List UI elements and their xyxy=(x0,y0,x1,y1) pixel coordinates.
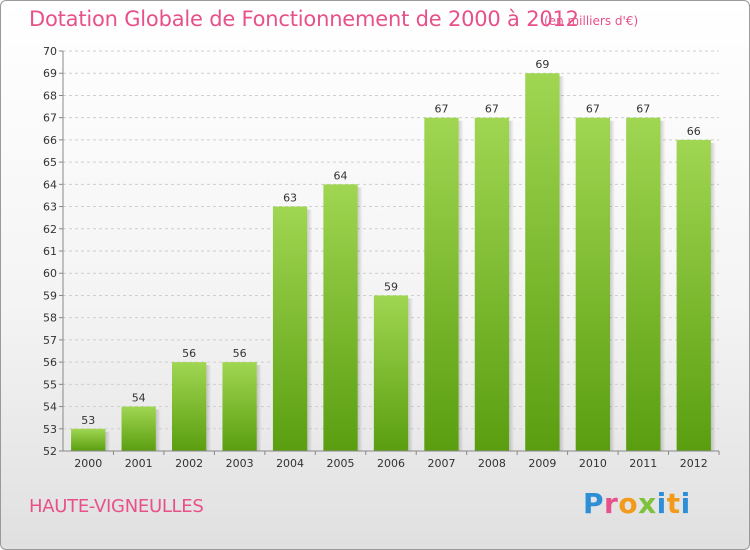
bar-2006[interactable] xyxy=(373,295,409,451)
x-tick-label: 2008 xyxy=(478,457,506,470)
bar-2009[interactable] xyxy=(525,73,560,451)
data-label: 66 xyxy=(687,125,701,138)
y-tick-label: 69 xyxy=(43,67,57,80)
bar-shadow xyxy=(509,120,515,452)
x-tick-label: 2004 xyxy=(276,457,304,470)
bar-2012[interactable] xyxy=(676,139,711,451)
bar-shadow xyxy=(559,76,565,451)
data-label: 67 xyxy=(485,103,499,116)
x-tick-label: 2002 xyxy=(175,457,203,470)
bar-2004[interactable] xyxy=(272,206,308,451)
x-tick-label: 2003 xyxy=(226,457,254,470)
bar-shadow xyxy=(610,120,616,452)
y-tick-label: 57 xyxy=(43,334,57,347)
y-tick-label: 68 xyxy=(43,89,57,102)
y-tick-label: 66 xyxy=(43,134,57,147)
bar-2010[interactable] xyxy=(575,117,611,452)
y-tick-label: 64 xyxy=(43,178,57,191)
chart-title: Dotation Globale de Fonctionnement de 20… xyxy=(29,7,579,31)
x-tick-label: 2012 xyxy=(680,457,708,470)
bar-shadow xyxy=(710,142,716,451)
data-label: 53 xyxy=(81,414,95,427)
y-tick-label: 65 xyxy=(43,156,57,169)
bar-2000[interactable] xyxy=(71,428,106,451)
data-label: 56 xyxy=(182,347,196,360)
bar-shadow xyxy=(408,298,414,451)
y-tick-label: 67 xyxy=(43,112,57,125)
data-label: 67 xyxy=(586,103,600,116)
data-label: 59 xyxy=(384,280,398,293)
x-tick-label: 2006 xyxy=(377,457,405,470)
data-label: 54 xyxy=(132,392,146,405)
bar-shadow xyxy=(155,409,161,451)
bar-shadow xyxy=(307,209,313,451)
y-tick-label: 54 xyxy=(43,401,57,414)
data-label: 67 xyxy=(636,103,650,116)
y-tick-label: 62 xyxy=(43,223,57,236)
commune-name: HAUTE-VIGNEULLES xyxy=(29,496,204,517)
data-label: 56 xyxy=(233,347,247,360)
data-label: 69 xyxy=(535,58,549,71)
y-tick-label: 70 xyxy=(43,45,57,58)
x-tick-label: 2000 xyxy=(74,457,102,470)
bar-shadow xyxy=(660,120,666,452)
bar-2005[interactable] xyxy=(323,184,358,452)
bar-shadow xyxy=(206,365,212,451)
y-tick-label: 59 xyxy=(43,289,57,302)
bar-2002[interactable] xyxy=(171,362,207,451)
bar-2003[interactable] xyxy=(222,362,257,451)
bar-shadow xyxy=(256,365,262,451)
x-tick-label: 2001 xyxy=(125,457,153,470)
bar-shadow xyxy=(458,120,464,452)
y-tick-label: 63 xyxy=(43,201,57,214)
bar-2001[interactable] xyxy=(121,406,156,451)
bar-2007[interactable] xyxy=(424,117,459,452)
y-tick-label: 53 xyxy=(43,423,57,436)
y-tick-label: 61 xyxy=(43,245,57,258)
x-tick-label: 2005 xyxy=(327,457,355,470)
y-tick-label: 56 xyxy=(43,356,57,369)
y-tick-label: 60 xyxy=(43,267,57,280)
y-tick-label: 52 xyxy=(43,445,57,458)
data-label: 67 xyxy=(434,103,448,116)
y-tick-label: 55 xyxy=(43,378,57,391)
bar-2008[interactable] xyxy=(474,117,510,452)
proxiti-logo[interactable]: Proxiti xyxy=(583,487,691,520)
bar-2011[interactable] xyxy=(626,117,661,452)
x-tick-label: 2011 xyxy=(629,457,657,470)
bar-shadow xyxy=(105,431,111,451)
x-tick-label: 2009 xyxy=(528,457,556,470)
data-label: 63 xyxy=(283,192,297,205)
x-tick-label: 2007 xyxy=(427,457,455,470)
bar-shadow xyxy=(357,187,363,452)
y-tick-label: 58 xyxy=(43,312,57,325)
chart-subtitle: (en milliers d'€) xyxy=(544,14,639,28)
x-tick-label: 2010 xyxy=(579,457,607,470)
data-label: 64 xyxy=(334,169,348,182)
